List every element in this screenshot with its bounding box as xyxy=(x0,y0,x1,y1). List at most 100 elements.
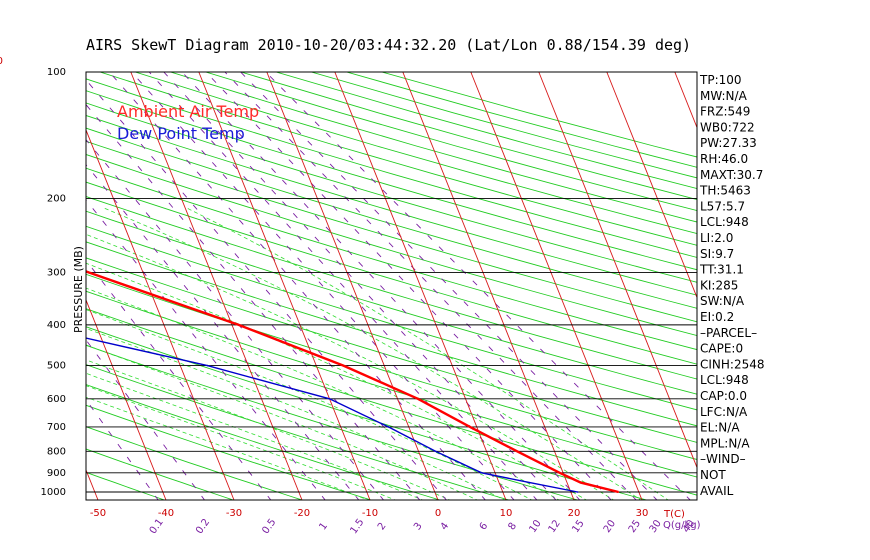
dry-adiabat-line xyxy=(99,72,697,246)
dry-adiabat-line xyxy=(86,241,697,427)
ambient-air-temp-point xyxy=(617,491,620,493)
mixing-ratio-label: 15 xyxy=(570,518,586,535)
stat-line: L57:5.7 xyxy=(700,199,745,213)
moist-adiabat-line xyxy=(86,385,397,500)
mixing-ratio-label: 4 xyxy=(439,521,452,533)
mixing-ratio-label: 25 xyxy=(627,518,643,535)
temperature-unit-label: T(C) xyxy=(663,509,685,520)
dry-adiabat-line xyxy=(381,72,697,158)
legend-ambient-air-temp: Ambient Air Temp xyxy=(117,102,259,121)
pressure-tick-label: 900 xyxy=(47,468,66,479)
pressure-tick-label: 200 xyxy=(47,193,66,204)
pressure-tick-label: 500 xyxy=(47,361,66,372)
dry-adiabat-line xyxy=(86,273,697,460)
ambient-air-temp-point xyxy=(558,471,561,474)
stat-line: LCL:948 xyxy=(700,215,749,229)
bottom-temperature-tick: 30 xyxy=(636,508,649,519)
dry-adiabat-line xyxy=(86,225,697,411)
moist-adiabat-line xyxy=(102,206,642,500)
ambient-air-temp-point xyxy=(469,426,471,428)
dew-point-temp-point xyxy=(206,364,209,367)
mixing-ratio-line xyxy=(86,164,360,500)
moist-adiabats xyxy=(86,206,669,500)
y-axis-label: PRESSURE (MB) xyxy=(72,246,85,333)
dew-point-temp-point xyxy=(387,426,390,428)
dry-adiabat-line xyxy=(86,167,697,351)
dry-adiabat-line xyxy=(135,72,697,234)
pressure-tick-label: 700 xyxy=(47,422,66,433)
bottom-temperature-tick: 0 xyxy=(435,508,441,519)
isotherm-line xyxy=(470,72,643,500)
stat-line: –PARCEL– xyxy=(700,326,757,340)
top-temperature-ticks: -120-110-100-90-80-70-60-50-40 xyxy=(0,56,3,67)
chart-title: AIRS SkewT Diagram 2010-10-20/03:44:32.2… xyxy=(86,36,691,54)
isotherm-line xyxy=(198,72,371,500)
pressure-tick-label: 800 xyxy=(47,446,66,457)
bottom-temperature-tick: -10 xyxy=(362,508,378,519)
plot-area xyxy=(0,72,697,500)
dry-adiabat-line xyxy=(86,102,697,283)
mixing-ratio-label: 0.5 xyxy=(260,517,278,536)
mixing-ratio-label: 2 xyxy=(376,521,389,533)
stat-line: RH:46.0 xyxy=(700,152,748,166)
isotherm-line xyxy=(606,72,697,299)
bottom-temperature-ticks: -50 -40 -30 -20 -10 0 10 20 30 xyxy=(90,508,649,519)
mixing-ratio-label: 20 xyxy=(602,518,618,535)
mixing-ratio-unit-label: Q(g/kg) xyxy=(663,520,701,531)
isotherm-line xyxy=(0,72,30,500)
dew-point-temp-point xyxy=(434,450,437,453)
ambient-air-temp-point xyxy=(237,324,240,326)
stat-line: CAP:0.0 xyxy=(700,389,747,403)
stat-line: TH:5463 xyxy=(699,184,751,198)
stat-line: TP:100 xyxy=(699,73,742,87)
dry-adiabat-line xyxy=(170,72,697,223)
bottom-temperature-tick: -40 xyxy=(158,508,174,519)
pressure-tick-label: 100 xyxy=(47,67,66,78)
bottom-temperature-tick: 20 xyxy=(568,508,581,519)
stat-line: TT:31.1 xyxy=(699,263,744,277)
moist-adiabat-line xyxy=(86,344,479,500)
stat-line: EI:0.2 xyxy=(700,310,734,324)
stat-line: SI:9.7 xyxy=(700,247,734,261)
moist-adiabat-line xyxy=(86,233,615,500)
mixing-ratio-label: 1.5 xyxy=(348,517,366,536)
dew-point-temp-point xyxy=(528,481,531,484)
stat-line: FRZ:549 xyxy=(700,105,750,119)
dry-adiabat-line xyxy=(86,448,235,500)
stat-line: MAXT:30.7 xyxy=(700,168,763,182)
pressure-tick-label: 600 xyxy=(47,394,66,405)
dry-adiabat-line xyxy=(86,326,649,500)
dry-adiabat-line xyxy=(86,181,697,365)
isobars xyxy=(86,197,697,493)
pressure-tick-label: 300 xyxy=(47,267,66,278)
isotherm-line xyxy=(266,72,439,500)
mixing-ratio-label: 8 xyxy=(506,521,519,533)
dry-adiabat-line xyxy=(311,72,697,179)
stat-line: WB0:722 xyxy=(700,120,755,134)
moist-adiabat-line xyxy=(86,287,560,500)
stat-line: AVAIL xyxy=(700,484,734,498)
sounding-series xyxy=(0,238,620,494)
mixing-ratio-label: 0.2 xyxy=(194,517,212,536)
mixing-ratio-label: 10 xyxy=(527,518,543,535)
stat-line: CAPE:0 xyxy=(700,342,743,356)
moist-adiabat-line xyxy=(185,206,669,500)
stat-line: EL:N/A xyxy=(700,421,740,435)
isotherm-line xyxy=(402,72,575,500)
dry-adiabat-line xyxy=(86,384,442,500)
dry-adiabat-line xyxy=(240,72,697,200)
dry-adiabats xyxy=(86,72,697,500)
mixing-ratio-label: 12 xyxy=(547,518,563,535)
mixing-ratio-labels: 0.1 0.2 0.5 1 1.5 2 3 4 6 8 10 12 15 20 25 30 40 xyxy=(148,517,698,536)
ambient-air-temp-point xyxy=(87,271,90,274)
moist-adiabat-line xyxy=(86,372,424,500)
dry-adiabat-line xyxy=(86,426,304,500)
pressure-ticks: 100 200 300 400 500 600 700 800 900 1000 xyxy=(41,67,66,498)
ambient-air-temp-point xyxy=(0,238,1,240)
stat-line: LI:2.0 xyxy=(700,231,733,245)
ambient-air-temp-point xyxy=(342,364,345,367)
bottom-temperature-tick: -50 xyxy=(90,508,106,519)
stat-line: NOT xyxy=(700,468,726,482)
